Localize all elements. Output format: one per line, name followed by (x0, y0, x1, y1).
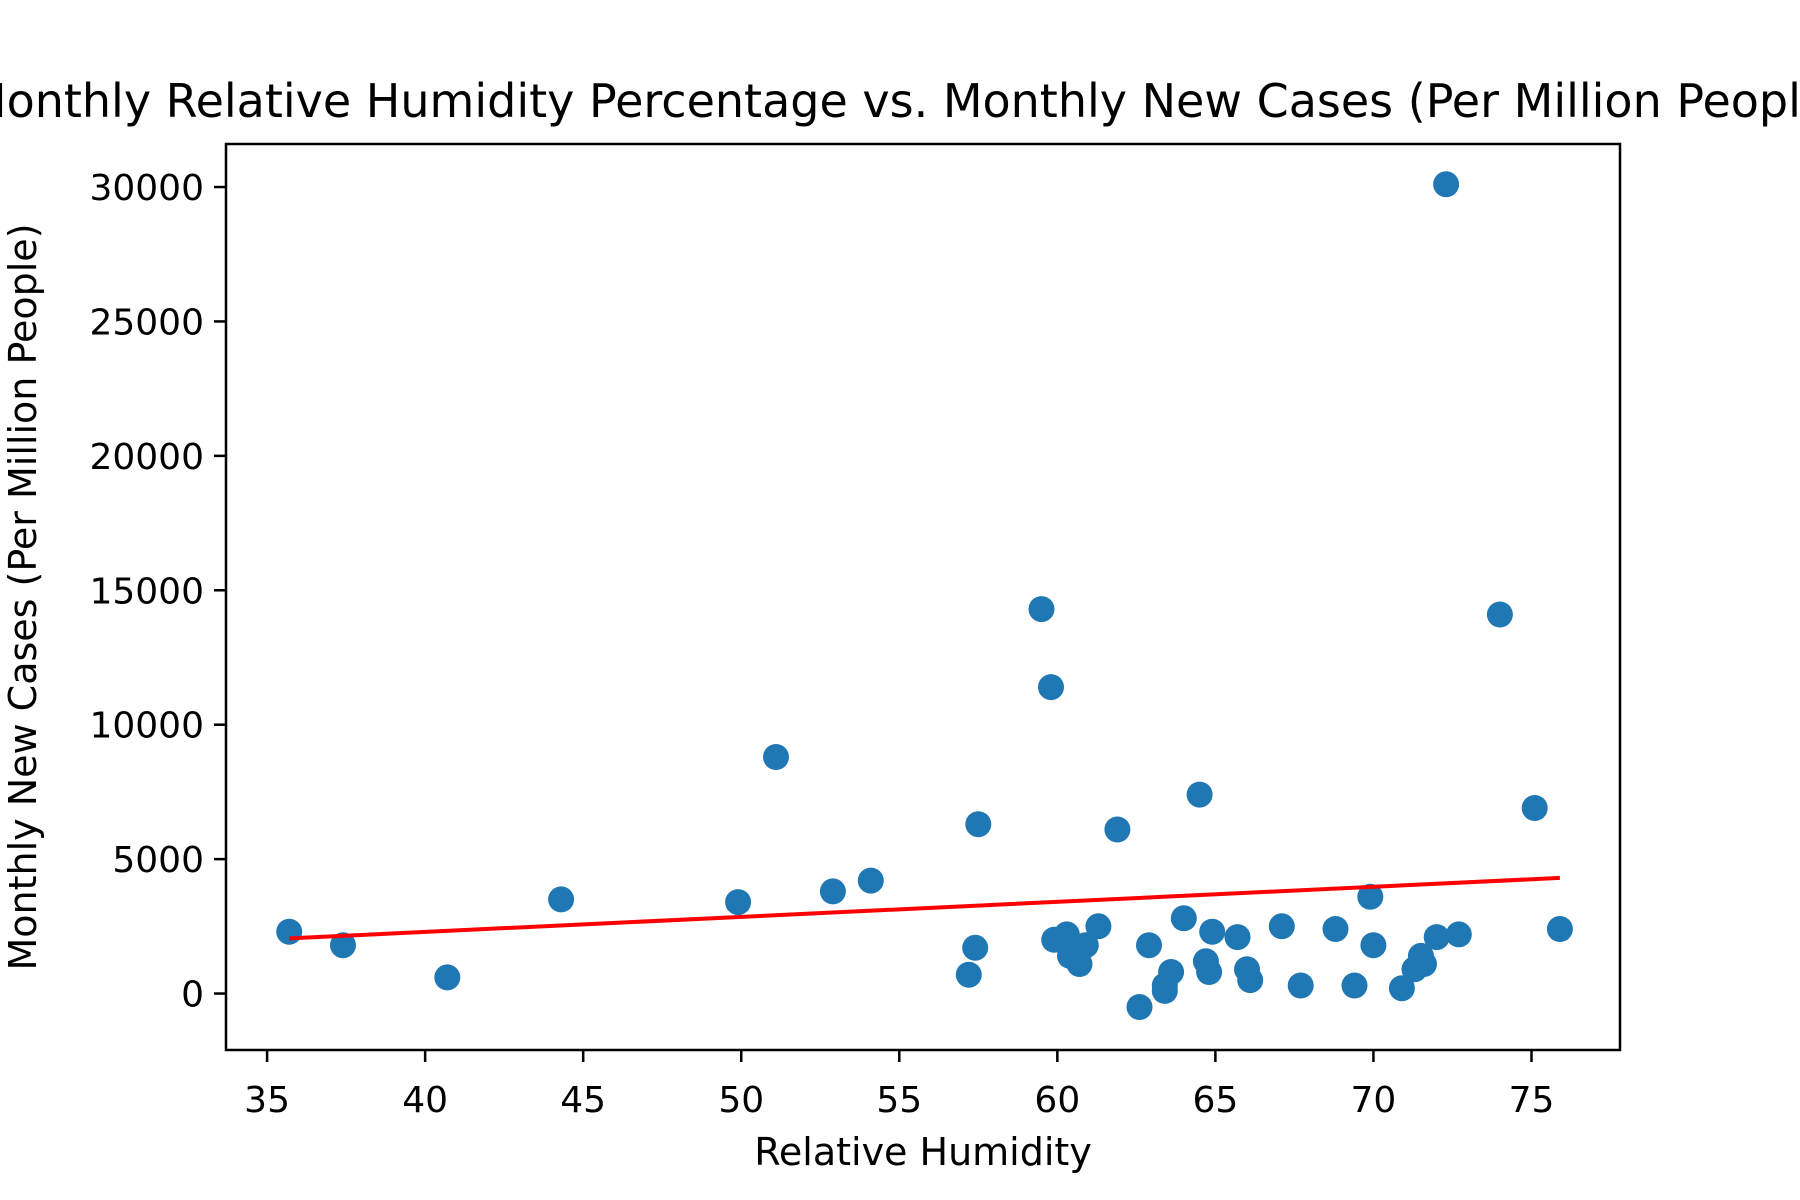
data-point (1186, 781, 1213, 808)
x-tick-label: 45 (560, 1080, 606, 1121)
data-point (1546, 916, 1573, 942)
data-point (1085, 913, 1112, 940)
x-tick-label: 40 (402, 1080, 448, 1121)
data-point (1341, 972, 1368, 999)
data-point (1433, 171, 1460, 198)
y-tick-label: 15000 (89, 571, 204, 612)
y-tick-label: 5000 (112, 840, 204, 881)
data-point (1196, 959, 1223, 985)
data-point (1486, 601, 1513, 628)
plot-area (276, 171, 1573, 1020)
y-tick-label: 25000 (89, 302, 204, 343)
data-point (1104, 816, 1131, 843)
plot-frame (224, 142, 1622, 1052)
data-point (725, 889, 752, 916)
x-tick-label: 75 (1509, 1080, 1555, 1121)
x-tick-label: 70 (1351, 1080, 1397, 1121)
data-point (1388, 975, 1415, 1002)
data-point (819, 878, 846, 905)
data-point (1136, 932, 1162, 959)
data-point (1268, 913, 1295, 940)
data-point (1357, 883, 1384, 910)
y-axis: 0 5000 10000 15000 20000 25000 30000 (89, 168, 226, 1016)
y-tick-label: 10000 (89, 706, 204, 747)
x-axis: 35 40 45 50 55 60 65 70 75 (244, 1050, 1554, 1121)
data-point (1072, 932, 1099, 959)
data-point (276, 918, 303, 945)
data-point (1237, 967, 1264, 994)
data-point (1038, 674, 1064, 701)
data-point (1423, 924, 1450, 951)
data-point (962, 934, 989, 961)
data-point (1322, 916, 1349, 942)
data-point (1521, 795, 1548, 821)
data-point (1053, 921, 1080, 948)
data-point (548, 886, 575, 913)
data-point (955, 961, 982, 988)
x-tick-label: 50 (718, 1080, 764, 1121)
data-point (763, 744, 789, 770)
y-axis-label: Monthly New Cases (Per Million People) (1, 223, 45, 970)
data-point (965, 811, 992, 838)
data-point (330, 932, 356, 959)
x-tick-label: 55 (876, 1080, 922, 1121)
x-tick-label: 65 (1192, 1080, 1238, 1121)
x-axis-label: Relative Humidity (754, 1130, 1092, 1174)
data-point (1158, 959, 1185, 985)
data-point (1170, 905, 1197, 932)
data-point (1224, 924, 1251, 951)
x-tick-label: 60 (1034, 1080, 1080, 1121)
data-point (1287, 972, 1314, 999)
data-point (1028, 596, 1055, 623)
x-tick-label: 35 (244, 1080, 290, 1121)
data-point (1199, 918, 1226, 945)
y-tick-label: 20000 (89, 437, 204, 478)
trend-line (289, 875, 1560, 941)
chart-title: Monthly Relative Humidity Percentage vs.… (0, 74, 1800, 128)
y-tick-label: 0 (181, 975, 204, 1016)
data-point (857, 867, 884, 894)
data-point (1411, 951, 1437, 977)
data-point (1360, 932, 1387, 959)
y-tick-label: 30000 (89, 168, 204, 209)
data-point (1126, 994, 1153, 1020)
data-point (434, 964, 461, 991)
data-point (1445, 921, 1472, 948)
